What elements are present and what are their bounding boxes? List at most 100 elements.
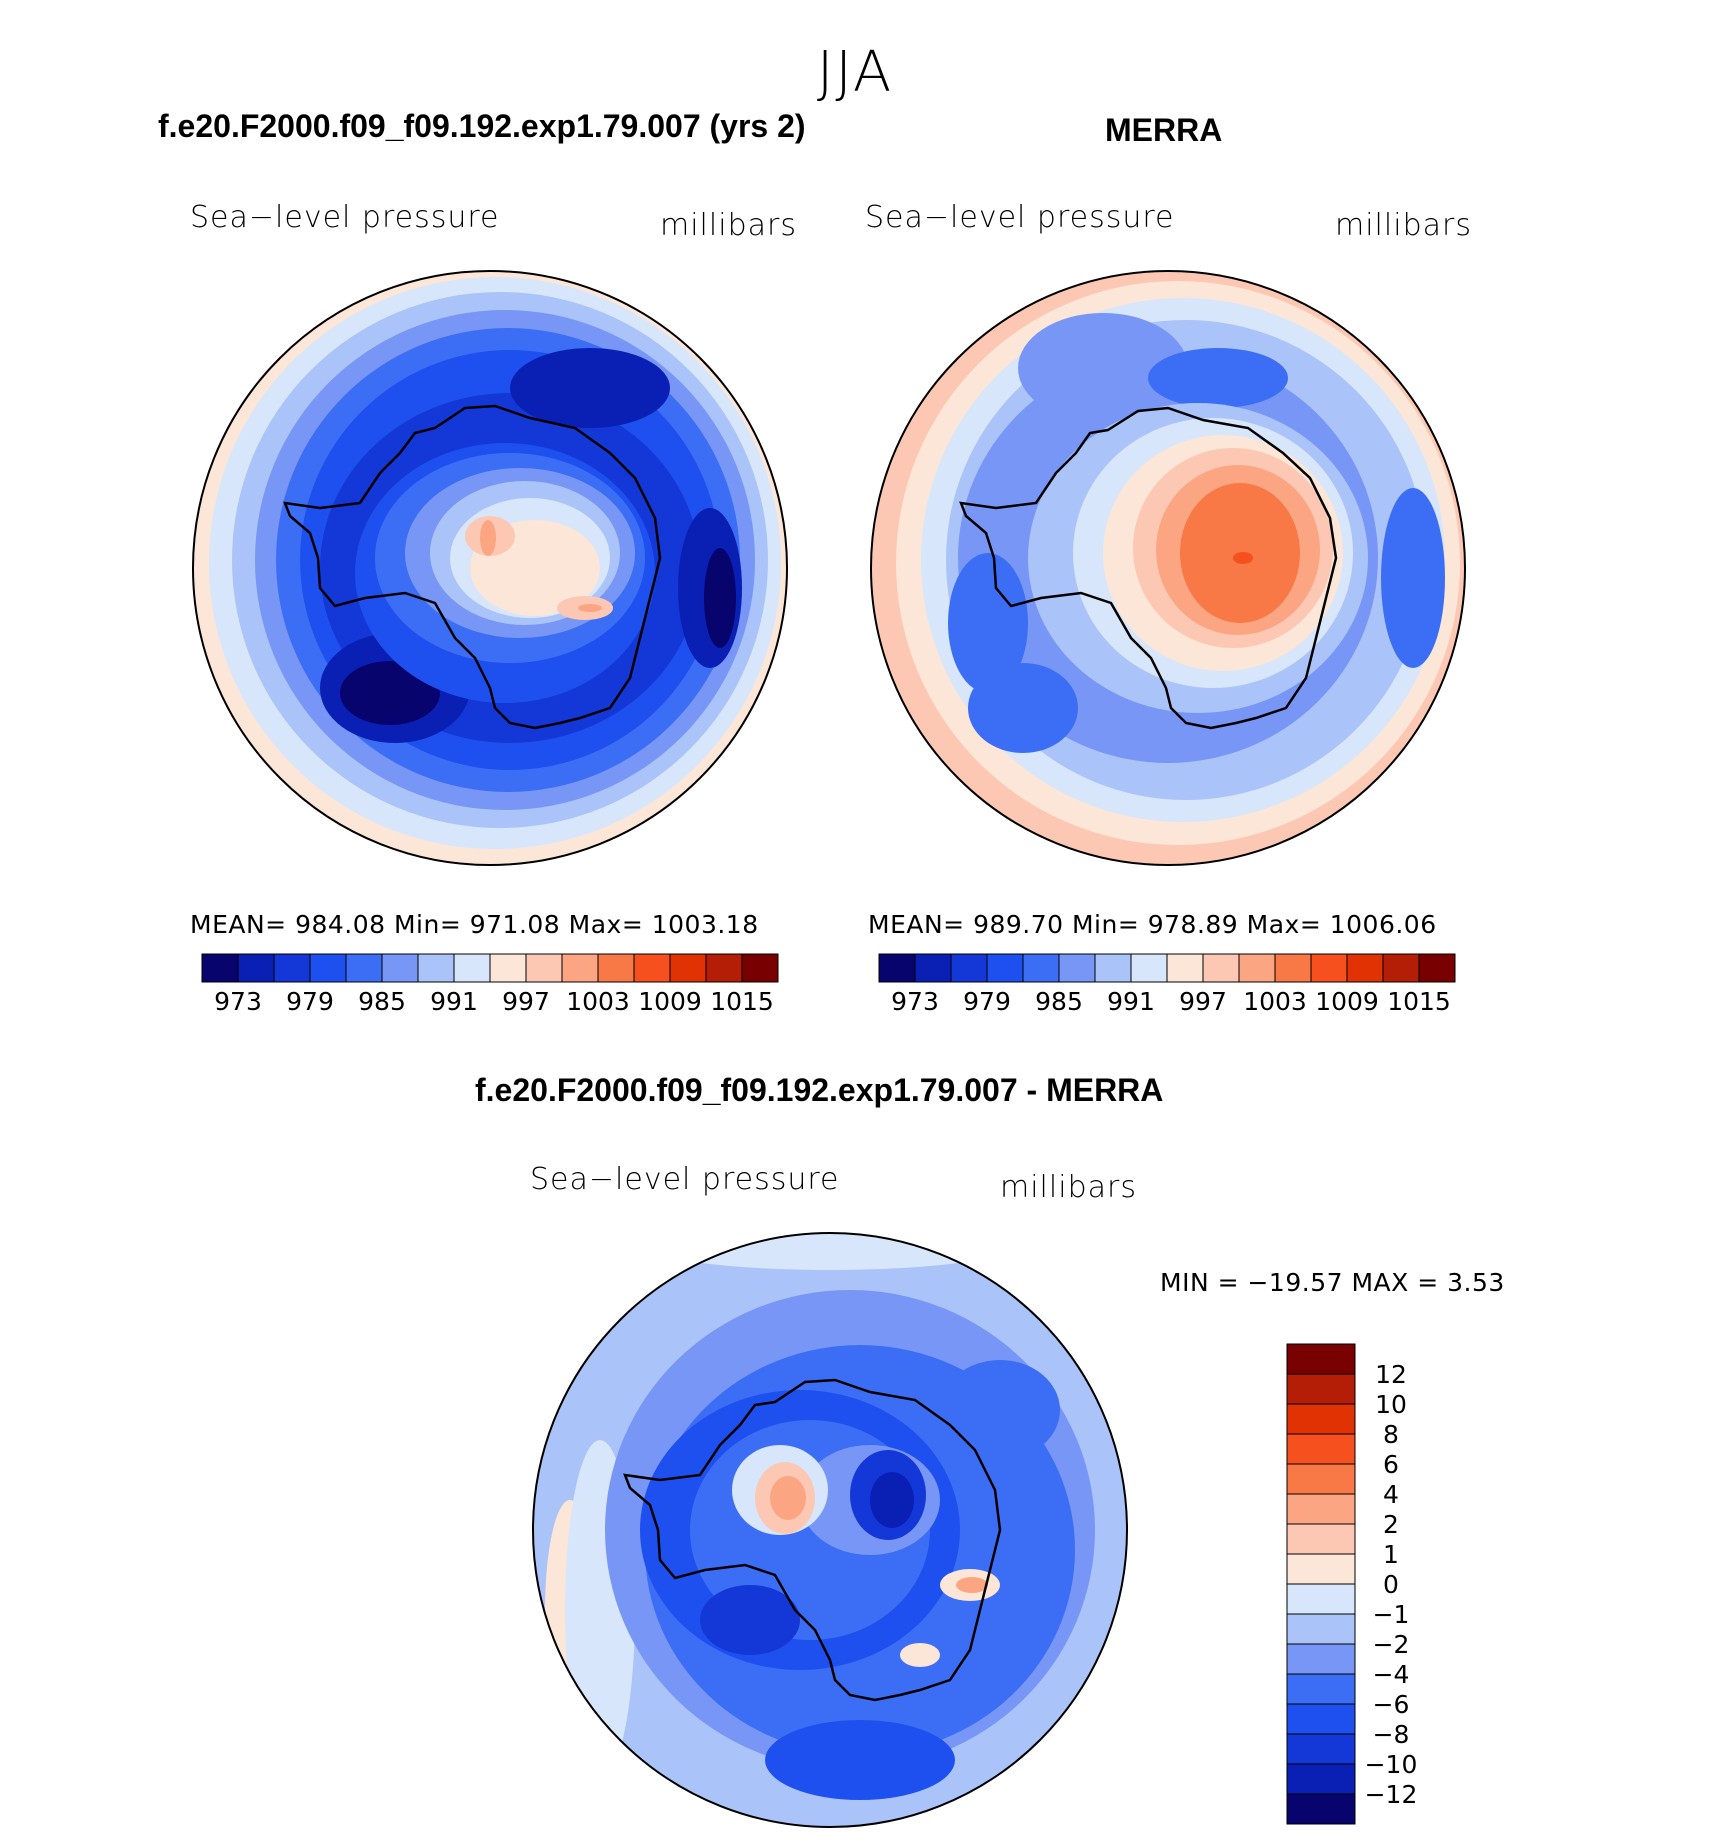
colorbar-swatch	[705, 953, 743, 983]
colorbar-swatch	[1310, 953, 1348, 983]
obs-colorbar-ticks: 973 979 985 991 997 1003 1009 1015	[891, 987, 1451, 1012]
season-title: JJA	[816, 40, 894, 105]
colorbar-tick-label: 1015	[1387, 987, 1451, 1012]
diff-colorbar-swatch	[1286, 1733, 1356, 1765]
colorbar-swatch	[345, 953, 383, 983]
colorbar-swatch	[1382, 953, 1420, 983]
colorbar-tick-label: 997	[502, 987, 550, 1012]
diff-colorbar-tick-label: 4	[1383, 1480, 1399, 1509]
diff-panel-title: f.e20.F2000.f09_f09.192.exp1.79.007 - ME…	[475, 1072, 1164, 1108]
colorbar-swatch	[1022, 953, 1060, 983]
diff-polar-map	[532, 1232, 1128, 1828]
colorbar-swatch	[950, 953, 988, 983]
colorbar-swatch	[878, 953, 916, 983]
colorbar-swatch	[561, 953, 599, 983]
obs-units-label: millibars	[1335, 208, 1472, 243]
diff-stats: MIN = −19.57 MAX = 3.53	[1160, 1268, 1505, 1297]
diff-colorbar-tick-label: 0	[1383, 1570, 1399, 1599]
colorbar-swatch	[1094, 953, 1132, 983]
colorbar-swatch	[741, 953, 779, 983]
colorbar-swatch	[489, 953, 527, 983]
colorbar-swatch	[597, 953, 635, 983]
model-polar-map	[192, 270, 788, 866]
colorbar-tick-label: 985	[1035, 987, 1083, 1012]
colorbar-swatch	[381, 953, 419, 983]
colorbar-tick-label: 1003	[1243, 987, 1307, 1012]
diff-colorbar-swatch	[1286, 1673, 1356, 1705]
colorbar-swatch	[201, 953, 239, 983]
colorbar-swatch	[669, 953, 707, 983]
diff-colorbar-tick-label: 8	[1383, 1420, 1399, 1449]
colorbar-swatch	[273, 953, 311, 983]
model-colorbar: 973 979 985 991 997 1003 1009 1015	[201, 953, 779, 1012]
obs-variable-label: Sea−level pressure	[865, 200, 1175, 235]
diff-colorbar-swatch	[1286, 1763, 1356, 1795]
diff-units-label: millibars	[1000, 1170, 1137, 1205]
colorbar-swatch	[237, 953, 275, 983]
obs-colorbar-swatches	[878, 953, 1456, 983]
colorbar-tick-label: 1003	[566, 987, 630, 1012]
diff-colorbar-swatch	[1286, 1643, 1356, 1675]
diff-colorbar-tick-label: 1	[1383, 1540, 1399, 1569]
colorbar-tick-label: 979	[963, 987, 1011, 1012]
colorbar-tick-label: 991	[430, 987, 478, 1012]
diff-colorbar-tick-label: −6	[1373, 1690, 1410, 1719]
model-variable-label: Sea−level pressure	[190, 200, 500, 235]
diff-colorbar-swatch	[1286, 1703, 1356, 1735]
obs-stats: MEAN= 989.70 Min= 978.89 Max= 1006.06	[868, 910, 1437, 939]
diff-colorbar-tick-label: −10	[1365, 1750, 1418, 1779]
colorbar-tick-label: 979	[286, 987, 334, 1012]
colorbar-tick-label: 991	[1107, 987, 1155, 1012]
diff-colorbar-tick-label: 2	[1383, 1510, 1399, 1539]
colorbar-swatch	[417, 953, 455, 983]
diff-colorbar-tick-label: −8	[1373, 1720, 1410, 1749]
obs-colorbar: 973 979 985 991 997 1003 1009 1015	[878, 953, 1456, 1012]
model-units-label: millibars	[660, 208, 797, 243]
diff-colorbar-swatch	[1286, 1403, 1356, 1435]
colorbar-swatch	[633, 953, 671, 983]
obs-panel-title: MERRA	[1105, 112, 1223, 148]
diff-colorbar-swatches	[1286, 1343, 1356, 1825]
colorbar-tick-label: 1015	[710, 987, 774, 1012]
diff-colorbar-tick-label: −4	[1373, 1660, 1410, 1689]
diff-colorbar-swatch	[1286, 1613, 1356, 1645]
colorbar-tick-label: 1009	[1315, 987, 1379, 1012]
diff-colorbar-tick-label: −1	[1373, 1600, 1410, 1629]
diff-colorbar-tick-label: 6	[1383, 1450, 1399, 1479]
colorbar-swatch	[1346, 953, 1384, 983]
diff-colorbar-tick-label: −2	[1373, 1630, 1410, 1659]
diff-colorbar-swatch	[1286, 1583, 1356, 1615]
model-stats: MEAN= 984.08 Min= 971.08 Max= 1003.18	[190, 910, 759, 939]
diff-variable-label: Sea−level pressure	[530, 1162, 840, 1197]
colorbar-swatch	[1238, 953, 1276, 983]
diff-colorbar-swatch	[1286, 1343, 1356, 1375]
obs-polar-map	[870, 270, 1466, 866]
diff-colorbar-tick-label: 10	[1375, 1390, 1407, 1419]
colorbar-swatch	[1274, 953, 1312, 983]
diff-colorbar-tick-label: 12	[1375, 1360, 1407, 1389]
colorbar-swatch	[1130, 953, 1168, 983]
diff-colorbar-swatch	[1286, 1373, 1356, 1405]
model-colorbar-ticks: 973 979 985 991 997 1003 1009 1015	[214, 987, 774, 1012]
colorbar-swatch	[525, 953, 563, 983]
diff-colorbar-swatch	[1286, 1433, 1356, 1465]
colorbar-tick-label: 1009	[638, 987, 702, 1012]
diff-colorbar-tick-label: −12	[1365, 1780, 1418, 1809]
model-colorbar-swatches	[201, 953, 779, 983]
colorbar-swatch	[914, 953, 952, 983]
colorbar-swatch	[986, 953, 1024, 983]
diff-colorbar-swatch	[1286, 1463, 1356, 1495]
colorbar-swatch	[1058, 953, 1096, 983]
colorbar-swatch	[1166, 953, 1204, 983]
diff-colorbar-swatch	[1286, 1523, 1356, 1555]
diff-colorbar-swatch	[1286, 1793, 1356, 1825]
colorbar-swatch	[1202, 953, 1240, 983]
diff-colorbar-swatch	[1286, 1553, 1356, 1585]
colorbar-swatch	[1418, 953, 1456, 983]
colorbar-tick-label: 985	[358, 987, 406, 1012]
colorbar-swatch	[453, 953, 491, 983]
model-panel-title: f.e20.F2000.f09_f09.192.exp1.79.007 (yrs…	[158, 108, 806, 144]
colorbar-tick-label: 973	[891, 987, 939, 1012]
